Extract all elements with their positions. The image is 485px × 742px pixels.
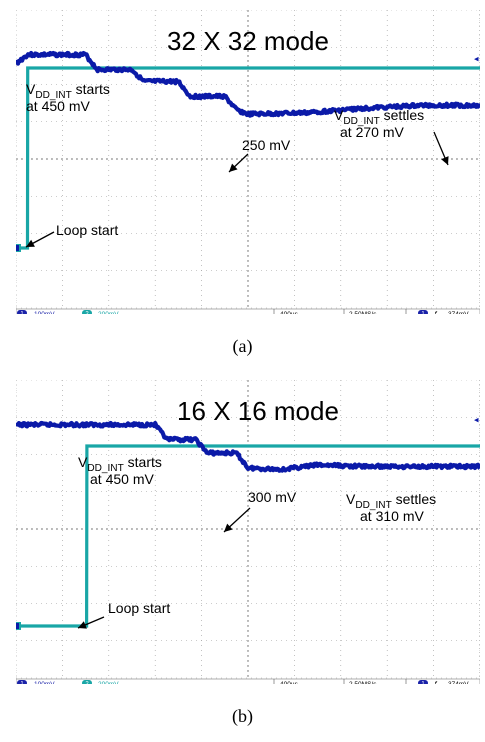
v-symbol: V bbox=[346, 491, 356, 507]
v-subscript: DD_INT bbox=[87, 463, 123, 474]
trigger-marker: ◂ bbox=[474, 53, 479, 63]
annotation-dip-arrow bbox=[228, 153, 249, 173]
v-symbol: V bbox=[78, 454, 88, 470]
v-symbol: V bbox=[26, 81, 36, 97]
v-symbol: V bbox=[334, 107, 344, 123]
annotation-loop-start-arrow bbox=[25, 231, 55, 248]
sample-rate: 2.50MS/s bbox=[349, 311, 377, 314]
scope-status-bar: 1100mV2200mV400µs2.50MS/s1ƒ374mV bbox=[15, 678, 481, 688]
trigger-level: 374mV bbox=[448, 311, 469, 314]
arrow-head bbox=[26, 239, 35, 247]
annotation-settle-line1: VDD_INT settles bbox=[346, 491, 436, 511]
ch1-ground-marker bbox=[16, 245, 19, 251]
v-subscript: DD_INT bbox=[35, 90, 71, 101]
ch2-loop-trace bbox=[16, 66, 480, 250]
timebase: 400µs bbox=[280, 681, 299, 684]
oscilloscope-panel-a: ◂ 32 X 32 mode VDD_INT starts at 450 mV 250 … bbox=[14, 9, 482, 318]
ch1-ground-marker bbox=[16, 623, 19, 629]
annotation-start-line2: at 450 mV bbox=[90, 471, 154, 487]
annotation-settle-line2: at 310 mV bbox=[360, 508, 424, 524]
v-subscript: DD_INT bbox=[355, 500, 391, 511]
ch1-vdd-int-trace bbox=[14, 420, 482, 473]
ch1-vdd-int-trace bbox=[14, 50, 482, 118]
trigger-slope-icon: ƒ bbox=[434, 311, 438, 314]
graticule bbox=[15, 9, 481, 309]
annotation-start-suffix: starts bbox=[72, 81, 110, 97]
trigger-level: 374mV bbox=[448, 681, 469, 684]
annotation-settle-suffix: settles bbox=[380, 107, 424, 123]
arrow-head bbox=[441, 156, 449, 165]
annotation-start-line1: VDD_INT starts bbox=[78, 454, 162, 474]
annotation-dip-value: 250 mV bbox=[242, 137, 291, 153]
chart-title: 32 X 32 mode bbox=[167, 26, 329, 56]
annotation-start-line1: VDD_INT starts bbox=[26, 81, 110, 101]
annotation-loop-start-arrow bbox=[77, 616, 105, 629]
arrow-head bbox=[224, 523, 233, 532]
arrow-head bbox=[78, 621, 87, 629]
annotation-settle-suffix: settles bbox=[392, 491, 436, 507]
arrow-head bbox=[229, 163, 238, 172]
scope-status-bar: 1100mV2200mV400µs2.50MS/s1ƒ374mV bbox=[15, 308, 481, 318]
trigger-slope-icon: ƒ bbox=[434, 681, 438, 684]
v-subscript: DD_INT bbox=[343, 116, 379, 127]
annotation-loop-start: Loop start bbox=[108, 600, 170, 616]
annotation-loop-start: Loop start bbox=[56, 222, 118, 238]
annotation-dip-arrow bbox=[223, 507, 251, 533]
ch2-scale: 200mV bbox=[98, 311, 119, 314]
sample-rate: 2.50MS/s bbox=[349, 681, 377, 684]
timebase: 400µs bbox=[280, 311, 299, 314]
annotation-settle-line1: VDD_INT settles bbox=[334, 107, 424, 127]
annotation-settle-line2: at 270 mV bbox=[340, 124, 404, 140]
annotation-dip-value: 300 mV bbox=[248, 489, 297, 505]
annotation-settle-arrow bbox=[433, 131, 449, 166]
ch2-loop-trace bbox=[16, 444, 480, 628]
ch2-scale: 200mV bbox=[98, 681, 119, 684]
annotation-start-suffix: starts bbox=[124, 454, 162, 470]
oscilloscope-panel-b: ◂ 16 X 16 mode VDD_INT starts at 450 mV 300 … bbox=[14, 379, 482, 688]
trigger-marker: ◂ bbox=[474, 414, 479, 424]
panel-label-b: (b) bbox=[232, 706, 253, 726]
ch1-scale: 100mV bbox=[34, 311, 55, 314]
panel-label-a: (a) bbox=[232, 336, 253, 356]
annotation-start-line2: at 450 mV bbox=[26, 98, 90, 114]
chart-title: 16 X 16 mode bbox=[177, 396, 339, 426]
ch1-scale: 100mV bbox=[34, 681, 55, 684]
